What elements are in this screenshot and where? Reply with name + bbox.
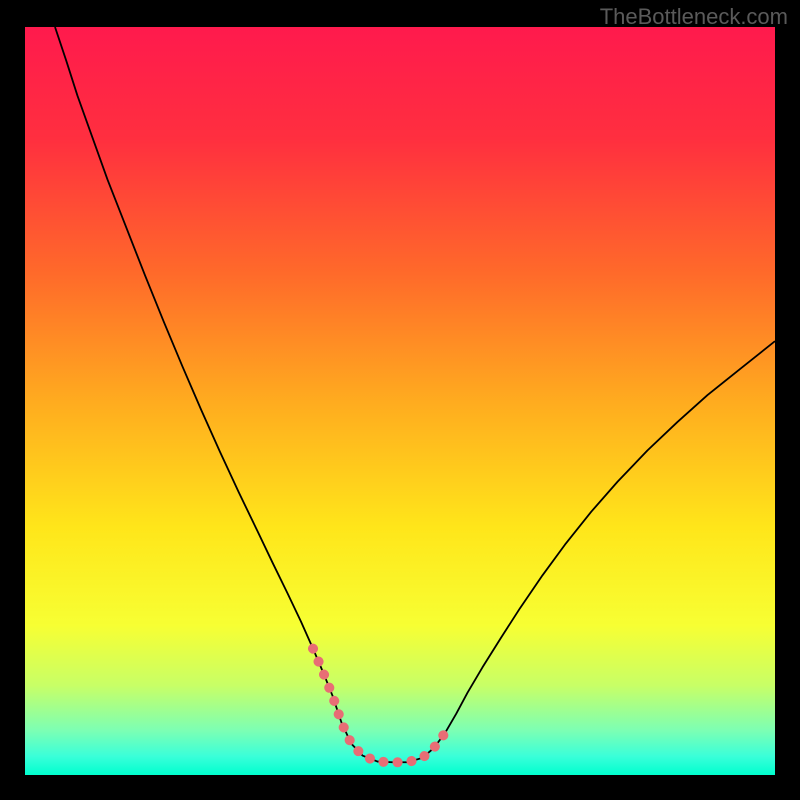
outer-frame: TheBottleneck.com [0,0,800,800]
plot-area [25,27,775,775]
plot-svg [25,27,775,775]
watermark-text: TheBottleneck.com [600,4,788,30]
plot-background [25,27,775,775]
